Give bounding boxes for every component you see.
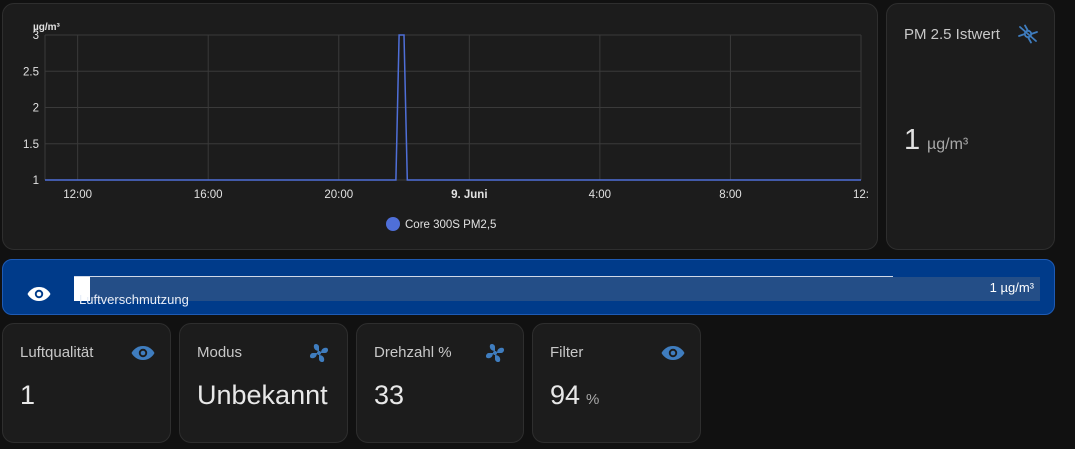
pm25-title: PM 2.5 Istwert	[904, 26, 1000, 43]
tile-luftqualitaet[interactable]: Luftqualität 1	[2, 323, 171, 443]
legend-marker	[386, 217, 400, 231]
y-tick-label: 2.5	[23, 66, 39, 78]
tile-value: 94%	[550, 380, 600, 410]
tile-title: Modus	[197, 344, 243, 361]
air-pollution-bar-card[interactable]: Luftverschmutzung 1 µg/m³	[2, 259, 1055, 315]
y-tick-label: 1	[33, 175, 39, 187]
air-pollution-bar-fill	[74, 277, 91, 301]
y-tick-label: 1.5	[23, 139, 39, 151]
y-tick-label: 3	[33, 30, 39, 42]
history-graph-card[interactable]: µg/m³ 3 2.5 2 1.5 1 12:00 16:00 20:00 9. Juni 4:…	[2, 3, 878, 250]
legend-label: Core 300S PM2,5	[405, 219, 496, 231]
pm25-history-chart[interactable]: µg/m³ 3 2.5 2 1.5 1 12:00 16:00 20:00 9. Juni 4:…	[3, 4, 879, 251]
pm25-unit: µg/m³	[927, 136, 969, 153]
chart-legend[interactable]: Core 300S PM2,5	[386, 217, 496, 231]
x-tick-label: 12:	[853, 189, 869, 201]
y-tick-label: 2	[33, 103, 39, 115]
pm25-entity-card[interactable]: PM 2.5 Istwert 1 µg/m³	[886, 3, 1055, 250]
x-tick-label: 9. Juni	[451, 189, 487, 201]
fan-icon	[308, 342, 330, 369]
tile-value: 1	[20, 380, 36, 410]
tile-value: 33	[374, 380, 405, 410]
x-tick-label: 8:00	[719, 189, 741, 201]
chart-unit-label: µg/m³	[33, 22, 61, 33]
eye-icon	[661, 342, 685, 366]
pm25-value: 1	[904, 124, 921, 156]
air-pollution-value: 1 µg/m³	[989, 280, 1034, 295]
tile-title: Filter	[550, 344, 584, 361]
tile-drehzahl[interactable]: Drehzahl % 33	[356, 323, 524, 443]
tile-title: Luftqualität	[20, 344, 94, 361]
tile-value: Unbekannt	[197, 380, 328, 410]
x-tick-label: 20:00	[324, 189, 353, 201]
eye-icon	[27, 286, 51, 307]
bar-top-line	[74, 276, 893, 277]
tile-title: Drehzahl %	[374, 344, 452, 361]
x-tick-label: 16:00	[194, 189, 223, 201]
tile-modus[interactable]: Modus Unbekannt	[179, 323, 348, 443]
x-tick-label: 4:00	[589, 189, 611, 201]
eye-icon	[131, 342, 155, 366]
air-pollution-label: Luftverschmutzung	[79, 292, 189, 307]
x-tick-label: 12:00	[63, 189, 92, 201]
fan-icon	[484, 342, 506, 369]
series-line-core-300s-pm25[interactable]	[45, 34, 861, 181]
tile-filter[interactable]: Filter 94%	[532, 323, 701, 443]
air-pollution-bar-track	[74, 277, 1040, 301]
air-purifier-icon	[1016, 22, 1040, 51]
